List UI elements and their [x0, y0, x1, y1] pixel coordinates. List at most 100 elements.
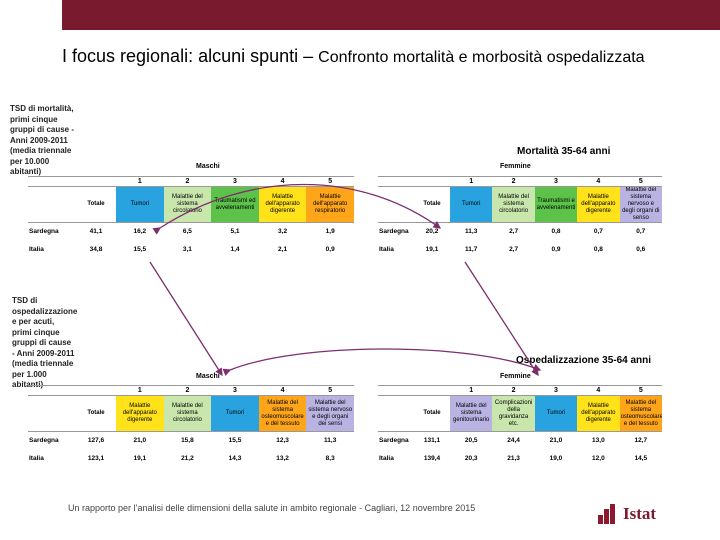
region-label: Sardegna [28, 222, 76, 241]
slide-title: I focus regionali: alcuni spunti – Confr… [62, 46, 645, 66]
cause-value: 15,5 [133, 246, 147, 253]
total-value: 34,8 [89, 246, 103, 253]
arrow-hospital-males-to-females [222, 348, 542, 377]
cause-value: 24,4 [492, 431, 535, 450]
rank-2: 2 [163, 385, 212, 396]
corner-cell [28, 176, 76, 187]
total-value: 139,4 [423, 455, 441, 462]
cause-value: 12,3 [258, 431, 307, 450]
cause-value: 12,7 [619, 431, 662, 450]
cause-value: 15,8 [163, 431, 212, 450]
cause-value: 0,9 [325, 246, 335, 253]
region-label: Sardegna [28, 431, 76, 450]
cause-value: 16,2 [116, 222, 164, 241]
cause-label: Tumori [450, 186, 493, 223]
cause-value: 20,3 [464, 455, 478, 462]
top-bar [62, 0, 720, 30]
footer-text: Un rapporto per l’analisi delle dimensio… [68, 503, 476, 513]
rank-4: 4 [577, 176, 620, 187]
cause-label: Traumatismi e avvelenamenti [534, 186, 578, 223]
total-header-blank [76, 176, 116, 187]
region-label: Italia [379, 455, 394, 462]
rank-3: 3 [534, 385, 578, 396]
region-label: Italia [379, 246, 394, 253]
cause-label: Malattie dell'apparato digerente [116, 395, 164, 432]
table-row: Sardegna 127,6 21,0 15,8 15,5 12,3 11,3 [28, 431, 354, 450]
cause-value: 21,2 [181, 455, 194, 462]
cause-label: Malattie dell'apparato digerente [577, 395, 620, 432]
cause-value: 21,0 [116, 431, 164, 450]
cause-value: 11,3 [306, 431, 354, 450]
total-value: 41,1 [76, 222, 116, 241]
cause-value: 0,9 [551, 246, 561, 253]
cause-label: Malattie dell'apparato respiratorio [306, 186, 354, 223]
table-row: Sardegna 20,2 11,3 2,7 0,8 0,7 0,7 [378, 222, 662, 241]
cause-value: 21,3 [507, 455, 520, 462]
cause-value: 19,1 [133, 455, 147, 462]
corner-cell [378, 385, 414, 396]
rank-3: 3 [211, 176, 259, 187]
cause-value: 14,3 [228, 455, 242, 462]
cause-label: Malattie del sistema osteomuscolare e de… [619, 395, 662, 432]
rank-2: 2 [492, 385, 535, 396]
total-header-blank [414, 385, 450, 396]
total-label: Totale [87, 410, 105, 416]
table-row: Italia 34,8 15,5 3,1 1,4 2,1 0,9 [28, 241, 354, 259]
table-row: Italia 123,1 19,1 21,2 14,3 13,2 8,3 [28, 450, 354, 468]
hospital-females-table: 1 2 3 4 5 Totale Malattie del sistema genitour… [378, 385, 662, 468]
cause-label: Malattie dell'apparato digerente [577, 186, 620, 223]
total-value: 131,1 [414, 431, 450, 450]
rank-2: 2 [163, 176, 212, 187]
table-row: Italia 19,1 11,7 2,7 0,9 0,8 0,6 [378, 241, 662, 259]
cause-value: 11,3 [450, 222, 493, 241]
rank-4: 4 [258, 385, 307, 396]
cause-value: 13,0 [577, 431, 620, 450]
region-label: Sardegna [378, 431, 414, 450]
cause-label: Malattie del sistema osteomuscolare e de… [258, 395, 307, 432]
arrow-mortality-males-to-females [152, 183, 442, 235]
istat-logo: Istat [598, 503, 656, 525]
rank-4: 4 [577, 385, 620, 396]
cause-value: 3,1 [182, 246, 192, 253]
cause-value: 11,7 [465, 246, 478, 253]
corner-cell [378, 176, 414, 187]
rank-3: 3 [534, 176, 578, 187]
cause-label: Malattie del sistema nervoso e degli org… [619, 186, 662, 223]
cause-label: Malattie del sistema genitourinario [450, 395, 493, 432]
total-header-blank [414, 176, 450, 187]
cause-label: Traumatismi ed avvelenamenti [211, 186, 259, 223]
arrow-mortality-females-to-hospital [464, 261, 539, 377]
cause-value: 21,0 [534, 431, 578, 450]
cause-value: 14,5 [634, 455, 648, 462]
total-label: Totale [423, 410, 441, 416]
cause-value: 1,4 [230, 246, 240, 253]
cause-label: Malattie del sistema nervoso e degli org… [306, 395, 354, 432]
cause-value: 0,6 [636, 246, 646, 253]
rank-5: 5 [619, 176, 662, 187]
total-header-blank [76, 385, 116, 396]
corner-cell [28, 385, 76, 396]
hospital-males-group: Maschi [196, 373, 220, 380]
region-label: Italia [29, 246, 44, 253]
cause-value: 20,5 [450, 431, 493, 450]
rank-1: 1 [116, 385, 164, 396]
cause-label: Tumori [211, 395, 259, 432]
total-label: Totale [87, 201, 105, 207]
hospital-females-group: Femmine [500, 373, 531, 380]
cause-label: Malattie dell'apparato digerente [258, 186, 307, 223]
rank-1: 1 [116, 176, 164, 187]
hospital-males-table: 1 2 3 4 5 Totale Malattie dell'apparato digere… [28, 385, 354, 468]
cause-value: 19,0 [549, 455, 563, 462]
cause-label: Malattie del sistema circolatorio [163, 395, 212, 432]
cause-value: 13,2 [276, 455, 289, 462]
total-value: 127,6 [76, 431, 116, 450]
cause-value: 15,5 [211, 431, 259, 450]
cause-label: Malattie del sistema circolatorio [492, 186, 535, 223]
rank-3: 3 [211, 385, 259, 396]
table-row: Italia 139,4 20,3 21,3 19,0 12,0 14,5 [378, 450, 662, 468]
hospital-note: TSD di ospedalizzazione e per acuti, pri… [12, 296, 78, 389]
total-label: Totale [423, 201, 441, 207]
mortality-females-table: 1 2 3 4 5 Totale Tumori Malattie del sistema ci… [378, 176, 662, 259]
cause-value: 2,1 [278, 246, 288, 253]
